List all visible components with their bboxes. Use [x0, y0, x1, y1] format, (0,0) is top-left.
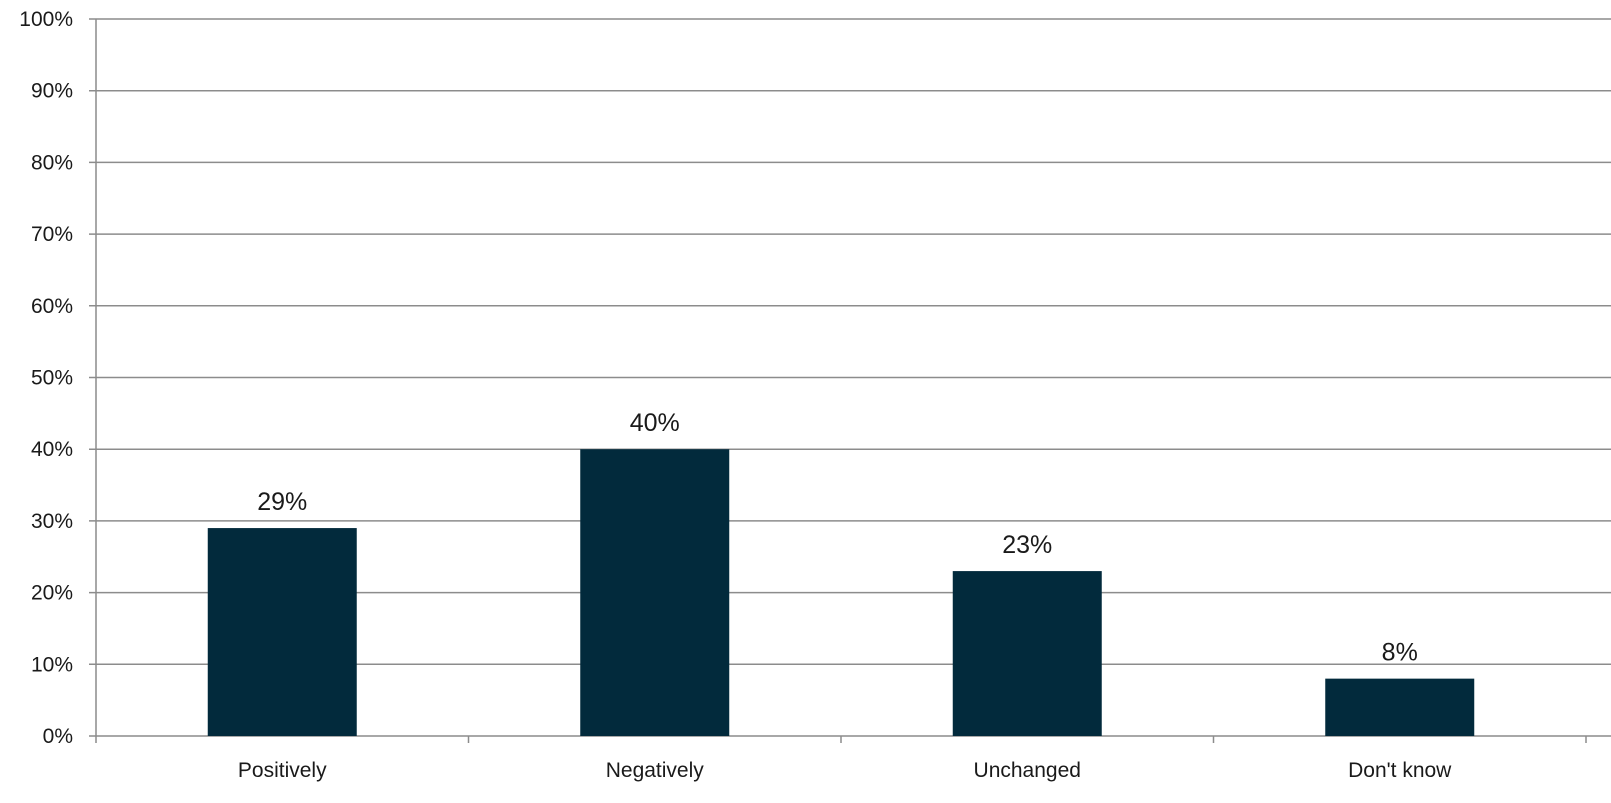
y-tick-label: 60%	[31, 295, 73, 318]
x-tick-label: Positively	[238, 759, 327, 782]
y-tick-label: 10%	[31, 653, 73, 676]
y-tick-label: 70%	[31, 223, 73, 246]
x-tick-label: Don't know	[1348, 759, 1452, 782]
x-tick-label: Negatively	[606, 759, 705, 782]
labels: 0% 10% 20% 30% 40% 50% 60% 70% 80% 90% 100% 29% Posi…	[19, 8, 1452, 782]
y-tick-label: 50%	[31, 367, 73, 390]
y-tick-label: 0%	[43, 725, 73, 748]
data-label: 40%	[630, 409, 680, 437]
data-label: 29%	[257, 488, 307, 516]
bar	[952, 571, 1102, 736]
y-tick-label: 80%	[31, 151, 73, 174]
y-tick-label: 100%	[19, 8, 73, 31]
bar	[580, 449, 730, 736]
y-tick-label: 40%	[31, 438, 73, 461]
y-tick-label: 30%	[31, 510, 73, 533]
bars	[207, 449, 1475, 736]
data-label: 8%	[1382, 639, 1418, 667]
bar	[207, 528, 357, 736]
y-tick-label: 20%	[31, 582, 73, 605]
x-tick-label: Unchanged	[974, 759, 1081, 782]
y-tick-label: 90%	[31, 80, 73, 103]
data-label: 23%	[1002, 531, 1052, 559]
bar	[1325, 678, 1475, 736]
